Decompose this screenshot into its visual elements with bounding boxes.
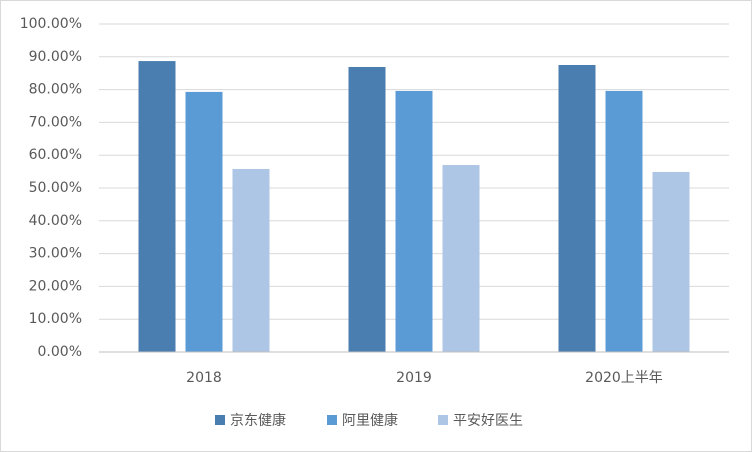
- y-tick-label: 80.00%: [29, 82, 82, 98]
- bar: [652, 171, 690, 352]
- legend-swatch: [215, 415, 225, 425]
- y-tick-label: 70.00%: [29, 114, 82, 130]
- bar: [348, 66, 386, 352]
- bar: [232, 168, 270, 352]
- y-tick-label: 20.00%: [29, 278, 82, 294]
- bar: [138, 61, 176, 353]
- legend-swatch: [327, 415, 337, 425]
- y-tick-label: 40.00%: [29, 213, 82, 229]
- legend-label: 阿里健康: [342, 412, 398, 429]
- legend-label: 京东健康: [230, 412, 286, 429]
- x-tick-label: 2019: [396, 370, 432, 386]
- legend-swatch: [438, 415, 448, 425]
- bar: [558, 65, 596, 352]
- bar: [442, 165, 480, 352]
- y-tick-label: 30.00%: [29, 246, 82, 262]
- bar: [395, 90, 433, 353]
- y-tick-label: 60.00%: [29, 147, 82, 163]
- y-tick-label: 100.00%: [20, 16, 82, 32]
- legend-label: 平安好医生: [453, 413, 523, 429]
- y-tick-label: 10.00%: [29, 311, 82, 327]
- y-tick-label: 0.00%: [38, 344, 82, 360]
- x-tick-label: 2018: [186, 370, 222, 386]
- x-tick-label: 2020上半年: [585, 370, 663, 386]
- bar: [185, 91, 223, 353]
- y-tick-label: 90.00%: [29, 49, 82, 65]
- y-tick-label: 50.00%: [29, 180, 82, 196]
- bar: [605, 90, 643, 353]
